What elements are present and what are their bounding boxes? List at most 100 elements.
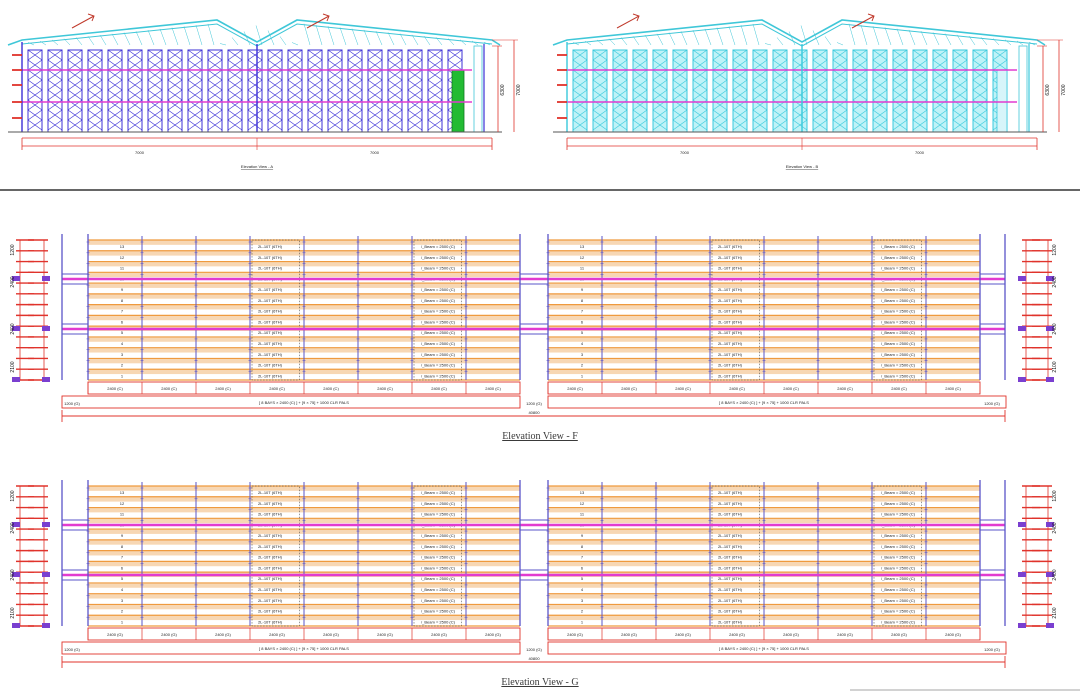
roof-truss — [279, 36, 287, 46]
bracing — [327, 49, 343, 61]
bracing — [427, 79, 443, 91]
level-number: 9 — [121, 533, 124, 538]
level-number: 12 — [120, 255, 125, 260]
total-label: [ 8 BAYS × 2400 (C) ] + [9 × 75] + 1000 … — [259, 400, 349, 405]
level-note-b: /_Beam = 2500 (C) — [421, 576, 456, 581]
side-dim-label: 2400 — [10, 323, 16, 334]
outer-height-label: 7000 — [516, 84, 522, 95]
bay-label: 2400 (C) — [783, 386, 799, 391]
level-note-b: /_Beam = 2500 (C) — [421, 352, 456, 357]
bracing — [367, 109, 383, 121]
bracing — [347, 49, 363, 61]
bracing — [107, 89, 123, 101]
overall-dim: 40800 — [528, 656, 540, 661]
bracing — [632, 79, 648, 91]
column-collar — [519, 273, 549, 285]
roof-truss — [692, 29, 700, 46]
bracing — [752, 89, 768, 101]
bracing — [592, 79, 608, 91]
bracing — [407, 119, 423, 131]
bracing — [772, 49, 788, 61]
roof-truss — [63, 38, 71, 46]
level-note-b: /_Beam = 2500 (C) — [421, 266, 456, 271]
level-note: 2L-10T (6TH) — [718, 501, 743, 506]
bay-label: 2400 (C) — [891, 386, 907, 391]
bay-label: 2400 (C) — [485, 386, 501, 391]
bracing — [307, 79, 323, 91]
bracing — [832, 49, 848, 61]
level-note-b: /_Beam = 2500 (C) — [881, 619, 916, 624]
bracing — [772, 79, 788, 91]
side-dim-label: 2400 — [10, 522, 16, 533]
highlight-column — [996, 69, 1008, 133]
post-marker — [413, 485, 462, 627]
bracing — [147, 89, 163, 101]
level-note: 2L-10T (6TH) — [718, 298, 743, 303]
bracing — [712, 79, 728, 91]
bracing — [952, 89, 968, 101]
bracing — [772, 69, 788, 81]
level-marker — [1018, 623, 1026, 628]
roof-truss — [303, 23, 311, 46]
level-number: 8 — [121, 298, 124, 303]
side-dim-label: 2400 — [10, 569, 16, 580]
level-note-b: /_Beam = 2500 (C) — [421, 587, 456, 592]
bracing — [427, 109, 443, 121]
bay-label: 2400 (C) — [431, 386, 447, 391]
bracing — [852, 79, 868, 91]
level-note-b: /_Beam = 2500 (C) — [421, 363, 456, 368]
bracing — [67, 49, 83, 61]
bracing — [612, 49, 628, 61]
bracing — [632, 59, 648, 71]
roof-truss — [788, 31, 796, 46]
bracing — [932, 59, 948, 71]
bracing — [692, 109, 708, 121]
bay-label: 2400 (C) — [729, 386, 745, 391]
bracing — [107, 49, 123, 61]
column-collar — [61, 273, 89, 285]
level-number: 3 — [581, 352, 584, 357]
roof-truss — [632, 36, 640, 46]
bracing — [832, 119, 848, 131]
post-marker — [711, 485, 760, 627]
level-note: 2L-10T (6TH) — [718, 352, 743, 357]
bracing — [327, 69, 343, 81]
bracing — [912, 69, 928, 81]
rack-bay — [932, 49, 948, 133]
level-note: 2L-10T (6TH) — [718, 373, 743, 378]
total-row — [547, 641, 1007, 655]
bracing — [952, 59, 968, 71]
level-number: 7 — [121, 555, 124, 560]
bay-label: 2400 (C) — [377, 386, 393, 391]
bracing — [27, 59, 43, 71]
level-number: 12 — [580, 501, 585, 506]
end-gap-left: 1200 (G) — [64, 647, 80, 652]
level-note: 2L-10T (6TH) — [718, 576, 743, 581]
level-note-b: /_Beam = 2500 (C) — [421, 533, 456, 538]
bracing — [592, 49, 608, 61]
bracing — [47, 109, 63, 121]
level-marker — [42, 522, 50, 527]
side-dim-label: 2400 — [10, 276, 16, 287]
bracing — [792, 109, 808, 121]
bracing — [712, 49, 728, 61]
bracing — [772, 59, 788, 71]
bracing — [952, 79, 968, 91]
level-note: 2L-10T (6TH) — [718, 619, 743, 624]
level-number: 4 — [121, 587, 124, 592]
roof-truss — [267, 30, 275, 46]
bracing — [892, 69, 908, 81]
level-note: 2L-10T (6TH) — [258, 287, 283, 292]
bracing — [672, 79, 688, 91]
bracing — [632, 69, 648, 81]
bracing — [387, 79, 403, 91]
bracing — [187, 119, 203, 131]
level-number: 1 — [581, 619, 584, 624]
roof-truss — [1028, 41, 1036, 46]
column-collar — [61, 323, 89, 335]
bracing — [307, 109, 323, 121]
rack-bay — [712, 49, 728, 133]
bracing — [247, 79, 263, 91]
side-dim-label: 1200 — [10, 490, 16, 501]
bracing — [832, 69, 848, 81]
